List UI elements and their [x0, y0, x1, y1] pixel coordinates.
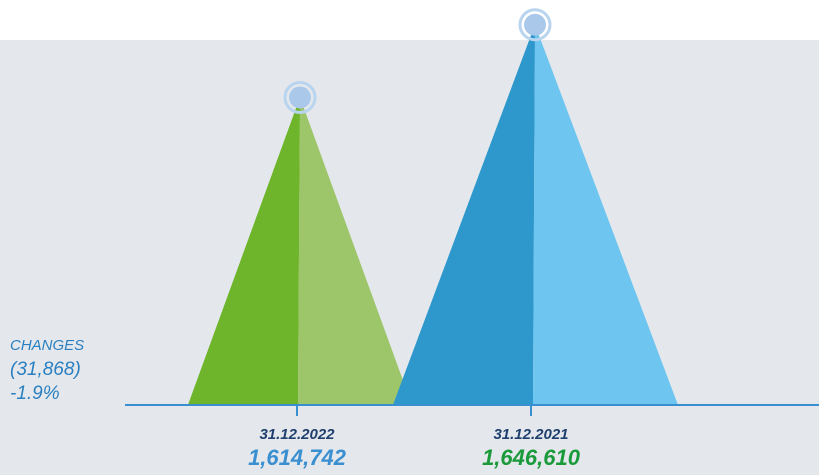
pyramid-right: [298, 97, 412, 406]
apex-ring: [518, 8, 552, 42]
annotation: -1.9%: [10, 383, 60, 404]
apex-dot: [524, 13, 546, 36]
pyramid-right: [533, 24, 678, 405]
pyramid-left: [188, 97, 300, 406]
apex-ring: [283, 80, 317, 114]
value-label: 1,646,610: [482, 445, 581, 470]
category-label: 31.12.2021: [493, 426, 568, 443]
annotation: (31,868): [10, 359, 81, 380]
pyramid-left: [393, 24, 535, 405]
panel-background: [0, 40, 819, 475]
apex-dot: [289, 86, 311, 109]
category-label: 31.12.2022: [259, 426, 335, 443]
annotation: CHANGES: [10, 337, 84, 354]
value-label: 1,614,742: [248, 445, 347, 470]
